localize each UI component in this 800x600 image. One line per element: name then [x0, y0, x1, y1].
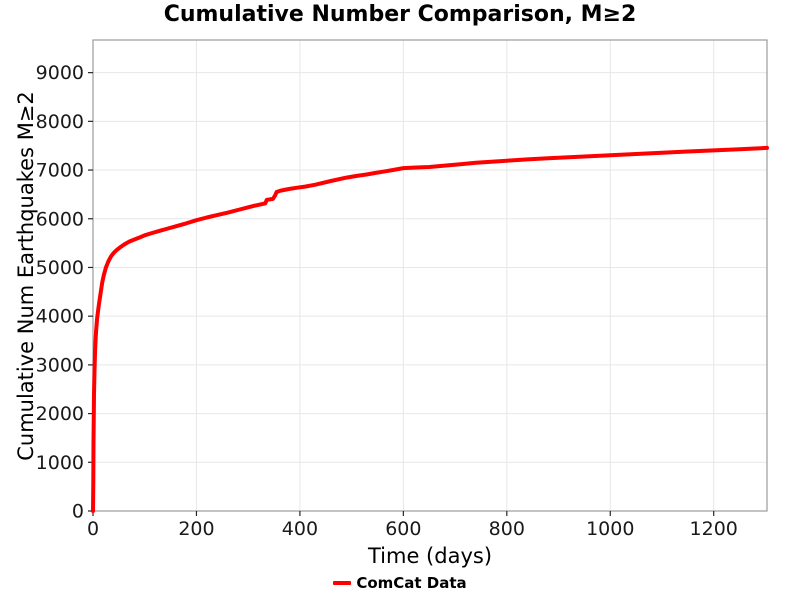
y-tick-label: 9000 — [36, 62, 84, 84]
x-tick-label: 1000 — [586, 518, 634, 540]
y-tick-label: 0 — [72, 501, 84, 523]
plot-border — [92, 39, 768, 512]
y-tick-label: 2000 — [36, 403, 84, 425]
y-tick-label: 1000 — [36, 452, 84, 474]
chart-title: Cumulative Number Comparison, M≥2 — [163, 2, 637, 27]
y-tick-label: 5000 — [36, 257, 84, 279]
y-tick-label: 4000 — [36, 306, 84, 328]
y-tick-label: 8000 — [36, 111, 84, 133]
y-tick-label: 7000 — [36, 160, 84, 182]
legend-label: ComCat Data — [356, 574, 467, 592]
legend-line-swatch — [333, 581, 352, 585]
x-tick-label: 200 — [178, 518, 214, 540]
x-tick-label: 1200 — [690, 518, 738, 540]
x-tick-label: 600 — [385, 518, 421, 540]
y-tick-label: 6000 — [36, 208, 84, 230]
series-line — [91, 145, 769, 513]
y-axis-label: Cumulative Num Earthquakes M≥2 — [14, 91, 38, 461]
legend: ComCat Data — [0, 574, 800, 592]
x-tick-label: 400 — [282, 518, 318, 540]
x-tick-label: 800 — [489, 518, 525, 540]
x-tick-label: 0 — [87, 518, 99, 540]
y-tick-label: 3000 — [36, 354, 84, 376]
x-axis-label: Time (days) — [367, 544, 493, 568]
